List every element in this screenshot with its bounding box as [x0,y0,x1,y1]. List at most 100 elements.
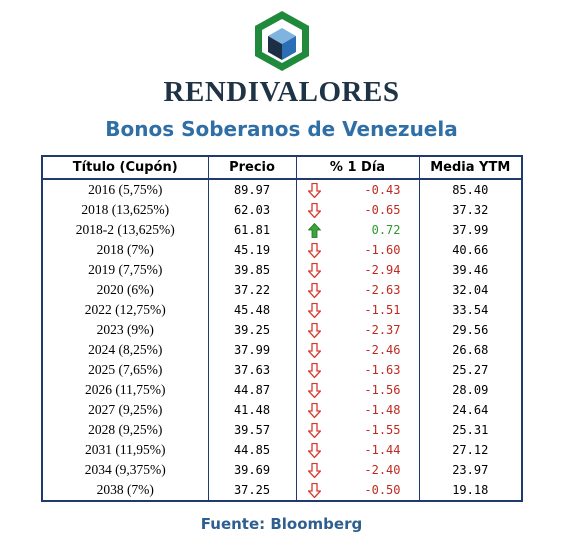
cell-precio: 41.48 [207,400,296,420]
cell-ytm: 24.64 [418,400,522,420]
cambio-value: -2.40 [364,463,401,477]
arrow-down-icon [307,383,321,398]
cell-ytm: 19.18 [418,480,522,501]
cell-precio: 45.19 [207,240,296,260]
cell-cambio: -2.63 [295,280,419,300]
rendivalores-logo [255,11,309,71]
table-row: 2018-2 (13,625%) 61.81 0.72 37.99 [42,220,522,240]
cell-titulo: 2026 (11,75%) [85,382,166,397]
cambio-value: 0.72 [371,223,401,237]
brand-name: RENDIVALORES [163,76,400,108]
arrow-down-icon [307,343,321,358]
cell-titulo: 2031 (11,95%) [85,442,166,457]
table-row: 2019 (7,75%) 39.85 -2.94 39.46 [42,260,522,280]
cell-titulo: 2025 (7,65%) [88,362,163,377]
cell-precio: 37.63 [207,360,296,380]
cell-titulo: 2018-2 (13,625%) [75,222,175,237]
header-titulo: Título (Cupón) [42,156,208,180]
table-row: 2020 (6%) 37.22 -2.63 32.04 [42,280,522,300]
cell-titulo: 2027 (9,25%) [88,402,163,417]
arrow-down-icon [307,323,321,338]
cambio-value: -2.46 [364,343,401,357]
header-cambio: % 1 Día [295,156,419,180]
cell-ytm: 23.97 [418,460,522,480]
cambio-value: -1.60 [364,243,401,257]
cell-cambio: -2.37 [295,320,419,340]
arrow-down-icon [307,403,321,418]
cell-titulo: 2022 (12,75%) [84,302,166,317]
table-row: 2024 (8,25%) 37.99 -2.46 26.68 [42,340,522,360]
arrow-down-icon [307,203,321,218]
header-precio: Precio [207,156,296,180]
cell-ytm: 85.40 [418,179,522,200]
cell-cambio: -1.56 [295,380,419,400]
cell-precio: 37.99 [207,340,296,360]
cambio-value: -1.63 [364,363,401,377]
cell-precio: 39.69 [207,460,296,480]
cell-titulo: 2028 (9,25%) [88,422,163,437]
cell-ytm: 27.12 [418,440,522,460]
cambio-value: -1.56 [364,383,401,397]
cell-precio: 39.25 [207,320,296,340]
cell-cambio: -0.65 [295,200,419,220]
cell-titulo: 2024 (8,25%) [88,342,163,357]
page-title: Bonos Soberanos de Venezuela [105,117,458,141]
header-ytm: Media YTM [418,156,522,180]
bonds-table: Título (Cupón) Precio % 1 Día Media YTM … [41,155,523,502]
table-row: 2026 (11,75%) 44.87 -1.56 28.09 [42,380,522,400]
cell-precio: 37.25 [207,480,296,501]
cell-cambio: -1.60 [295,240,419,260]
cell-cambio: -1.51 [295,300,419,320]
cell-ytm: 25.31 [418,420,522,440]
cell-precio: 44.87 [207,380,296,400]
cell-cambio: -2.46 [295,340,419,360]
cell-precio: 89.97 [207,179,296,200]
arrow-down-icon [307,443,321,458]
arrow-down-icon [307,363,321,378]
cell-cambio: -1.55 [295,420,419,440]
cambio-value: -0.43 [364,183,401,197]
cell-cambio: 0.72 [295,220,419,240]
cell-ytm: 37.32 [418,200,522,220]
cell-cambio: -0.50 [295,480,419,501]
arrow-down-icon [307,483,321,498]
cell-titulo: 2018 (13,625%) [81,202,170,217]
cell-ytm: 28.09 [418,380,522,400]
cell-cambio: -2.94 [295,260,419,280]
table-header-row: Título (Cupón) Precio % 1 Día Media YTM [42,156,522,180]
cell-cambio: -1.44 [295,440,419,460]
cell-ytm: 25.27 [418,360,522,380]
cell-cambio: -0.43 [295,179,419,200]
cell-titulo: 2034 (9,375%) [84,462,166,477]
source-note: Fuente: Bloomberg [200,515,363,533]
cell-titulo: 2016 (5,75%) [88,182,163,197]
cell-titulo: 2020 (6%) [96,282,154,297]
arrow-down-icon [307,423,321,438]
cell-titulo: 2038 (7%) [96,482,154,497]
cell-ytm: 33.54 [418,300,522,320]
table-row: 2027 (9,25%) 41.48 -1.48 24.64 [42,400,522,420]
table-row: 2038 (7%) 37.25 -0.50 19.18 [42,480,522,501]
table-row: 2016 (5,75%) 89.97 -0.43 85.40 [42,179,522,200]
cell-titulo: 2018 (7%) [96,242,154,257]
table-row: 2025 (7,65%) 37.63 -1.63 25.27 [42,360,522,380]
cell-precio: 44.85 [207,440,296,460]
cambio-value: -1.44 [364,443,401,457]
cell-precio: 62.03 [207,200,296,220]
cambio-value: -2.37 [364,323,401,337]
cell-precio: 39.57 [207,420,296,440]
cell-ytm: 40.66 [418,240,522,260]
cell-cambio: -1.48 [295,400,419,420]
arrow-down-icon [307,463,321,478]
cell-precio: 61.81 [207,220,296,240]
table-row: 2028 (9,25%) 39.57 -1.55 25.31 [42,420,522,440]
cell-titulo: 2023 (9%) [96,322,154,337]
table-row: 2034 (9,375%) 39.69 -2.40 23.97 [42,460,522,480]
arrow-up-icon [307,223,321,238]
cambio-value: -1.48 [364,403,401,417]
cambio-value: -0.50 [364,483,401,497]
cell-cambio: -2.40 [295,460,419,480]
cambio-value: -1.51 [364,303,401,317]
cambio-value: -2.94 [364,263,401,277]
table-row: 2022 (12,75%) 45.48 -1.51 33.54 [42,300,522,320]
